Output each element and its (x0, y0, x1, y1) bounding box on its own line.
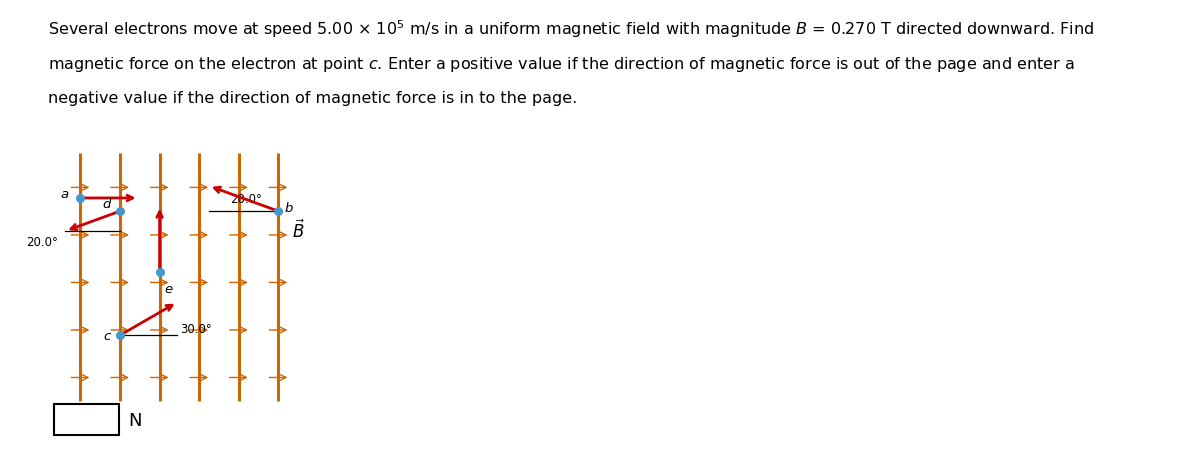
Text: a: a (60, 188, 68, 201)
Bar (54, 404, 119, 435)
Text: N: N (128, 411, 142, 429)
Text: d: d (102, 198, 110, 211)
Text: Several electrons move at speed 5.00 $\times$ 10$^5$ m/s in a uniform magnetic f: Several electrons move at speed 5.00 $\t… (48, 18, 1094, 40)
Text: 20.0°: 20.0° (230, 192, 263, 205)
Text: 30.0°: 30.0° (180, 323, 211, 335)
Text: $\vec{B}$: $\vec{B}$ (292, 219, 305, 241)
Text: magnetic force on the electron at point $c$. Enter a positive value if the direc: magnetic force on the electron at point … (48, 55, 1074, 74)
Text: negative value if the direction of magnetic force is in to the page.: negative value if the direction of magne… (48, 91, 577, 106)
Text: c: c (103, 329, 110, 342)
Text: e: e (164, 283, 173, 296)
Text: b: b (286, 201, 293, 214)
Text: 20.0°: 20.0° (25, 236, 58, 248)
